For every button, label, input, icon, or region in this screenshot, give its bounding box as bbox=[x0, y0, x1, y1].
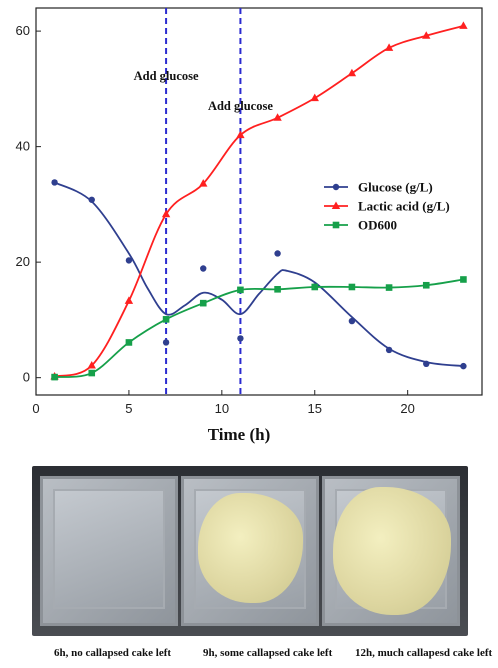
legend-marker-triangle bbox=[331, 201, 341, 209]
series-markers bbox=[50, 21, 468, 381]
od600-point bbox=[199, 299, 207, 307]
plot-frame bbox=[35, 7, 483, 396]
x-tick-label: 10 bbox=[215, 401, 229, 416]
y-tick-label: 0 bbox=[23, 370, 30, 385]
lactic-acid-point bbox=[384, 43, 394, 51]
tray-6h-inner bbox=[53, 489, 165, 609]
od600-point bbox=[460, 276, 467, 283]
lactic-acid-point bbox=[459, 21, 468, 29]
lactic-acid-point bbox=[310, 93, 319, 102]
glucose-point bbox=[162, 339, 170, 346]
glucose-point bbox=[348, 317, 356, 325]
lactic-acid-point bbox=[161, 209, 171, 218]
x-tick-label: 0 bbox=[32, 401, 39, 416]
tray-9h bbox=[181, 476, 319, 626]
lactic-acid-point bbox=[236, 130, 245, 139]
od600-point bbox=[237, 286, 244, 294]
glucose-point bbox=[88, 196, 95, 203]
x-axis-title: Time (h) bbox=[208, 425, 271, 444]
lactic-acid-point bbox=[273, 113, 282, 121]
legend-label: OD600 bbox=[358, 218, 397, 233]
glucose-point bbox=[51, 179, 58, 186]
od600-point bbox=[422, 281, 430, 289]
od600-point bbox=[385, 284, 393, 291]
glucose-addition-lines bbox=[165, 8, 242, 395]
glucose-point bbox=[274, 250, 281, 257]
plot-area bbox=[35, 7, 483, 396]
od600-point bbox=[51, 373, 58, 381]
caption-12h: 12h, much callapesd cake left bbox=[355, 647, 493, 659]
od600-point bbox=[348, 283, 356, 291]
y-tick-label: 20 bbox=[16, 254, 30, 269]
cake-residue-9h bbox=[198, 493, 303, 603]
od600-point bbox=[162, 316, 170, 323]
lactic-acid-point bbox=[347, 68, 357, 77]
y-tick-label: 40 bbox=[16, 139, 30, 154]
chart: 0 5 10 15 20 0 20 40 60 Add glucose Add glucose G… bbox=[16, 7, 483, 444]
cake-photo bbox=[32, 466, 468, 636]
od600-point bbox=[125, 339, 133, 346]
glucose-point bbox=[423, 360, 430, 368]
annotations: Add glucose Add glucose bbox=[134, 69, 274, 113]
lactic-acid-point bbox=[124, 296, 134, 304]
lactic-acid-point bbox=[87, 361, 96, 369]
legend-label: Lactic acid (g/L) bbox=[358, 199, 450, 214]
legend: Glucose (g/L) Lactic acid (g/L) OD600 bbox=[324, 180, 450, 233]
y-tick-label: 60 bbox=[16, 23, 30, 38]
cake-residue-12h bbox=[333, 487, 451, 615]
lactic-acid-point bbox=[422, 31, 431, 39]
glucose-point bbox=[460, 362, 467, 370]
od600-point bbox=[311, 283, 319, 291]
tray-6h bbox=[40, 476, 178, 626]
x-tick-label: 20 bbox=[400, 401, 414, 416]
legend-marker-square bbox=[332, 221, 340, 229]
glucose-point bbox=[125, 257, 133, 264]
lactic-acid-point bbox=[199, 179, 208, 187]
x-tick-label: 15 bbox=[308, 401, 322, 416]
add-glucose-label: Add glucose bbox=[134, 69, 199, 83]
x-tick-label: 5 bbox=[125, 401, 132, 416]
caption-6h: 6h, no callapsed cake left bbox=[54, 647, 172, 659]
tray-12h bbox=[322, 476, 460, 626]
glucose-point bbox=[200, 265, 207, 272]
series-line-0 bbox=[54, 181, 464, 368]
add-glucose-label: Add glucose bbox=[208, 99, 273, 113]
axis-ticks: 0 5 10 15 20 0 20 40 60 bbox=[16, 23, 415, 416]
glucose-point bbox=[385, 346, 393, 354]
legend-label: Glucose (g/L) bbox=[358, 180, 433, 195]
glucose-point bbox=[237, 335, 244, 342]
caption-9h: 9h, some callapsed cake left bbox=[203, 647, 333, 659]
od600-point bbox=[88, 369, 96, 377]
legend-marker-circle bbox=[332, 183, 340, 191]
od600-point bbox=[274, 285, 281, 293]
